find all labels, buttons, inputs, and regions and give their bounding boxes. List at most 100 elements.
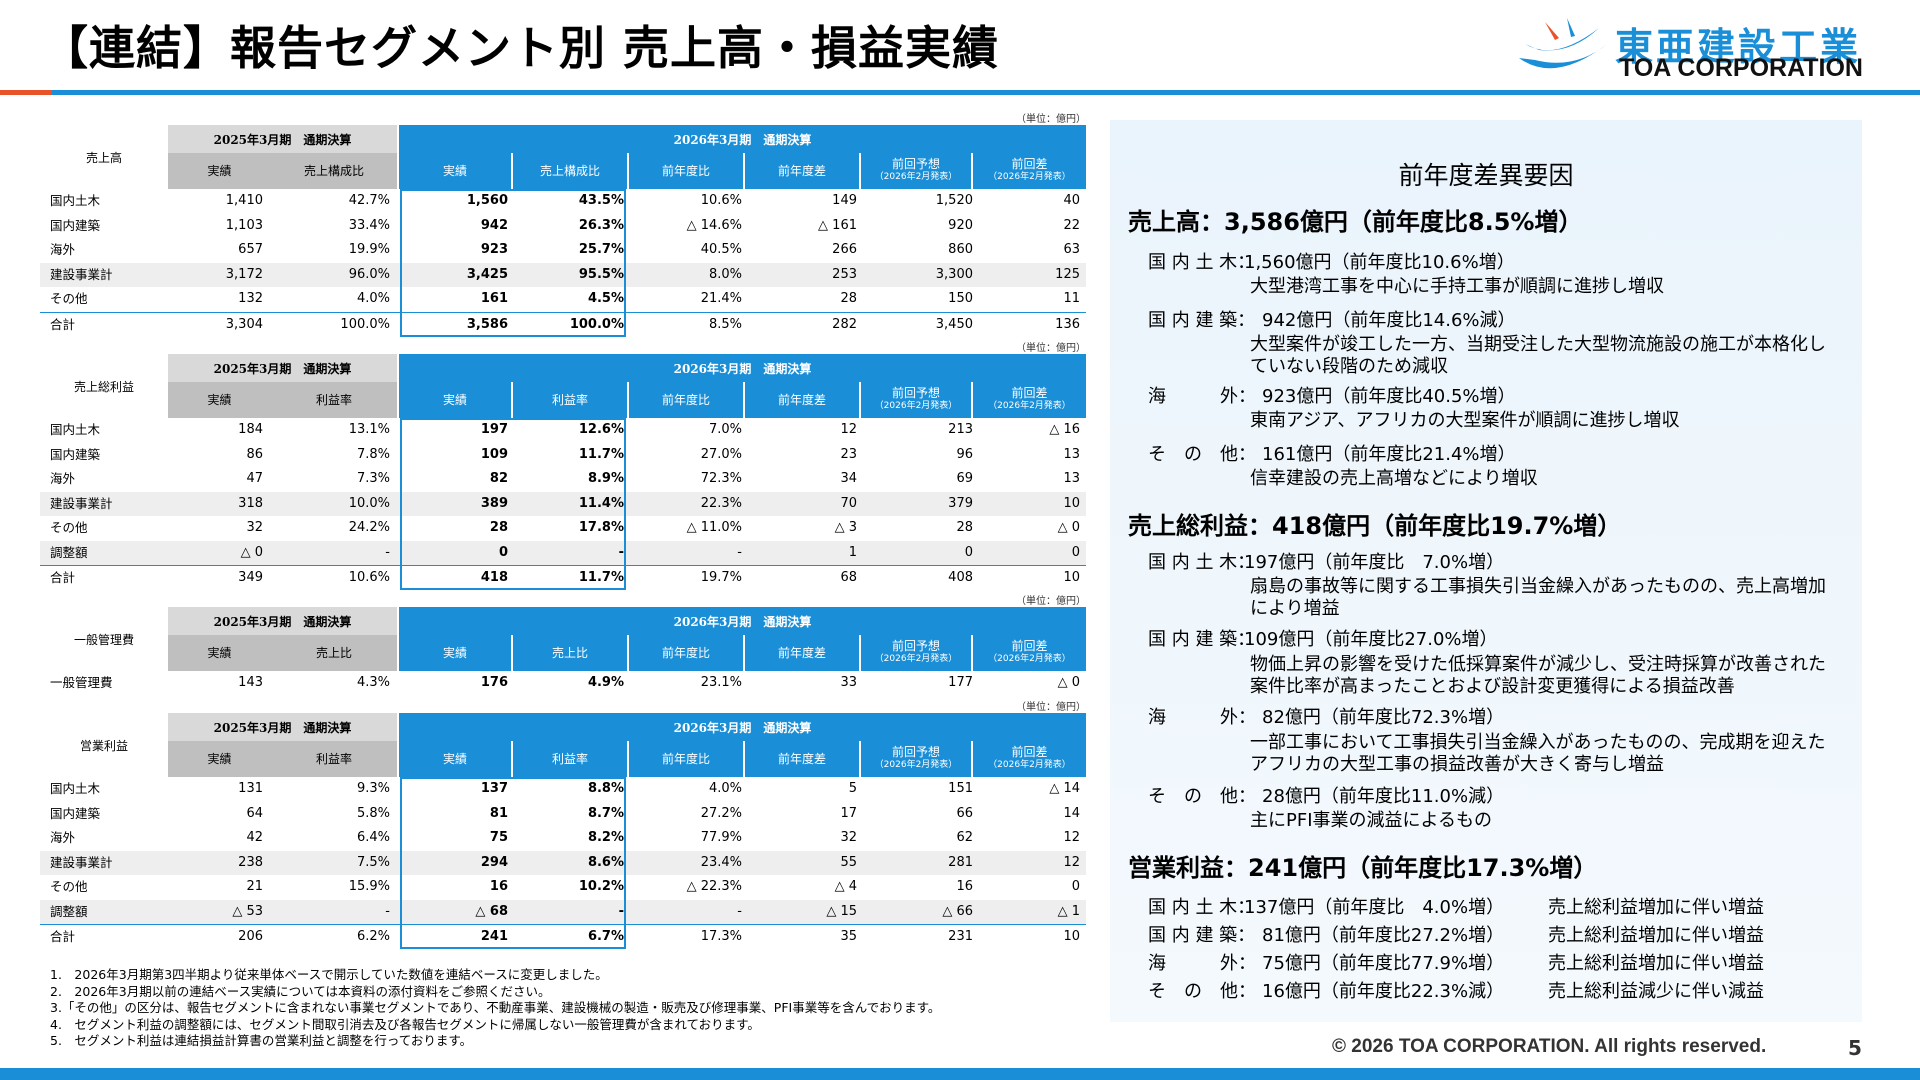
row-label: 一般管理費 xyxy=(50,675,113,690)
table-row: 建設事業計 3,172 96.0% 3,425 95.5% 8.0% 253 3,300 125 xyxy=(40,262,1086,287)
cell-c6: △ 0 xyxy=(1057,675,1080,690)
cell-c4: 266 xyxy=(832,242,857,257)
col-prev-actual: 実績 xyxy=(168,153,271,189)
col-forecast-diff: 前回差 （2026年2月発表） xyxy=(973,635,1086,671)
col-cur-actual: 実績 xyxy=(399,153,511,189)
cell-p1: 349 xyxy=(238,570,263,585)
cell-c4: 55 xyxy=(840,854,857,870)
cell-p1: 206 xyxy=(238,929,263,944)
cell-c1: △ 68 xyxy=(475,903,508,919)
col-forecast: 前回予想 （2026年2月発表） xyxy=(861,741,971,777)
cell-c6: 10 xyxy=(1063,929,1080,944)
cell-c6: 14 xyxy=(1063,805,1080,821)
cell-c2: 12.6% xyxy=(578,422,624,437)
cell-c5: 3,450 xyxy=(935,316,973,332)
table-label: 営業利益 xyxy=(79,738,128,753)
row-label: 調整額 xyxy=(50,903,88,919)
factor-segment-label: 国 内 建 築： xyxy=(1148,925,1256,946)
cell-c4: △ 3 xyxy=(834,520,857,535)
cell-c5: 920 xyxy=(948,217,973,233)
row-label: その他 xyxy=(50,879,88,894)
cell-c5: 3,300 xyxy=(935,266,973,282)
footnote: 2. 2026年3月期以前の連結ベース実績については本資料の添付資料をご参照くだ… xyxy=(50,983,551,999)
table-row: 国内建築 86 7.8% 109 11.7% 27.0% 23 96 13 xyxy=(40,443,1086,468)
cell-p2: 42.7% xyxy=(348,193,390,208)
cell-p2: 6.2% xyxy=(356,929,390,944)
footer-bar xyxy=(0,1068,1920,1080)
col-prev-ratio: 売上構成比 xyxy=(271,153,397,189)
table-row: 建設事業計 238 7.5% 294 8.6% 23.4% 55 281 12 xyxy=(40,850,1086,875)
factor-value: 197億円（前年度比 7.0%増） xyxy=(1244,552,1505,573)
footnote: 4. セグメント利益の調整額には、セグメント間取引消去及び各報告セグメントに帰属… xyxy=(50,1016,760,1032)
cell-c5: 150 xyxy=(948,291,973,306)
factor-value: 161億円（前年度比21.4%増） xyxy=(1244,444,1516,465)
cell-c3: 21.4% xyxy=(700,291,742,306)
col-cur-actual: 実績 xyxy=(399,382,511,418)
cell-c3: △ 22.3% xyxy=(686,879,742,894)
row-label: 調整額 xyxy=(50,544,88,560)
col-forecast: 前回予想 （2026年2月発表） xyxy=(861,153,971,189)
cell-p2: 33.4% xyxy=(348,217,390,233)
cell-p2: 9.3% xyxy=(356,781,390,796)
table-body: 国内土木 184 13.1% 197 12.6% 7.0% 12 213 △ 16 国内建築 86 7… xyxy=(40,418,1086,591)
cell-c2: 17.8% xyxy=(578,520,624,535)
row-label: その他 xyxy=(50,291,88,306)
table-row: 国内土木 184 13.1% 197 12.6% 7.0% 12 213 △ 16 xyxy=(40,418,1086,443)
factor-value: 16億円（前年度比22.3%減） xyxy=(1244,981,1505,1002)
cell-c4: 23 xyxy=(840,446,857,462)
cell-c2: 10.2% xyxy=(578,879,624,894)
cell-p1: 47 xyxy=(246,471,263,486)
cell-c2: 11.7% xyxy=(578,570,624,585)
table-row: 建設事業計 318 10.0% 389 11.4% 22.3% 70 379 10 xyxy=(40,491,1086,516)
table-row: 調整額 △ 0 - 0 - - 1 0 0 xyxy=(40,540,1086,565)
cell-c4: 28 xyxy=(840,291,857,306)
row-label: 国内建築 xyxy=(50,805,101,821)
col-forecast-diff: 前回差 （2026年2月発表） xyxy=(973,153,1086,189)
cell-c2: 4.5% xyxy=(587,291,624,306)
title-underline xyxy=(52,90,1920,95)
cell-c2: 4.9% xyxy=(587,675,624,690)
cell-c6: 0 xyxy=(1071,544,1080,560)
cell-c2: 11.7% xyxy=(578,446,624,462)
factor-description: 物価上昇の影響を受けた低採算案件が減少し、受注時採算が改善された案件比率が高まっ… xyxy=(1250,654,1826,697)
col-cur-ratio: 利益率 xyxy=(513,382,627,418)
table-row: その他 21 15.9% 16 10.2% △ 22.3% △ 4 16 0 xyxy=(40,875,1086,900)
cell-c2: 8.9% xyxy=(587,471,624,486)
table-row: 合計 349 10.6% 418 11.7% 19.7% 68 408 10 xyxy=(40,565,1086,591)
cell-c1: 389 xyxy=(480,495,508,511)
cell-c5: 66 xyxy=(956,805,973,821)
cell-c3: 7.0% xyxy=(708,422,742,437)
factor-segment-label: 海 外： xyxy=(1148,953,1256,974)
cell-c3: 10.6% xyxy=(700,193,742,208)
cell-c5: 177 xyxy=(948,675,973,690)
prev-year-header: 2025年3月期 通期決算 xyxy=(168,713,397,741)
factor-segment-label: 国 内 土 木： xyxy=(1148,552,1256,573)
col-yoy-ratio: 前年度比 xyxy=(629,741,743,777)
cell-c4: 5 xyxy=(848,781,857,796)
factor-reason: 売上総利益増加に伴い増益 xyxy=(1548,953,1764,974)
cell-p1: 86 xyxy=(246,446,263,462)
operating-profit-table: （単位：億円） 営業利益 2025年3月期 通期決算 2026年3月期 通期決算… xyxy=(40,702,1086,950)
table-row: 国内建築 64 5.8% 81 8.7% 27.2% 17 66 14 xyxy=(40,802,1086,827)
cell-c3: 27.2% xyxy=(700,805,742,821)
logo-english-name: TOA CORPORATION xyxy=(1619,54,1863,82)
row-label: 海外 xyxy=(50,471,76,486)
cell-p1: △ 0 xyxy=(240,544,263,560)
col-yoy-ratio: 前年度比 xyxy=(629,153,743,189)
cell-c2: 26.3% xyxy=(578,217,624,233)
factor-segment-label: そ の 他： xyxy=(1148,981,1256,1002)
row-label: 国内土木 xyxy=(50,193,101,208)
factor-reason: 売上総利益減少に伴い減益 xyxy=(1548,981,1764,1002)
cell-c3: 40.5% xyxy=(700,242,742,257)
cell-p1: 3,304 xyxy=(225,316,263,332)
cell-p1: 1,103 xyxy=(225,217,263,233)
cell-c3: △ 11.0% xyxy=(686,520,742,535)
col-prev-actual: 実績 xyxy=(168,382,271,418)
col-forecast: 前回予想 （2026年2月発表） xyxy=(861,635,971,671)
cell-c1: 161 xyxy=(480,291,508,306)
variance-factors-panel: 前年度差異要因 売上高：3,586億円（前年度比8.5%増） 国 内 土 木： … xyxy=(1110,120,1862,1022)
cell-c6: 136 xyxy=(1055,316,1080,332)
cell-c6: 125 xyxy=(1055,266,1080,282)
cell-c4: △ 15 xyxy=(826,903,857,919)
op-heading: 営業利益：241億円（前年度比17.3%増） xyxy=(1128,854,1598,882)
